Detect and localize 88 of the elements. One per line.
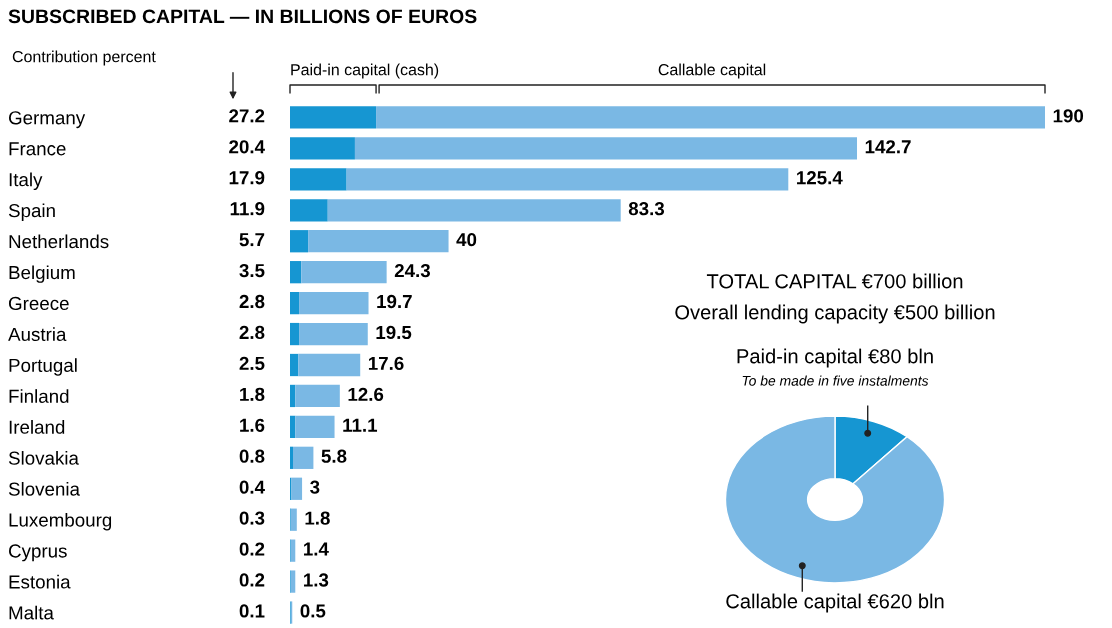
bar <box>290 261 302 284</box>
text: 17.9 <box>229 171 265 185</box>
text: 27.2 <box>229 109 265 123</box>
bar <box>295 415 335 439</box>
bar <box>299 322 368 346</box>
bar <box>290 415 296 439</box>
bar <box>290 570 296 593</box>
y-tick-label: Cyprus <box>9 544 67 562</box>
text: Contribution percent <box>12 50 156 66</box>
y-tick-label: Luxembourg <box>9 512 112 531</box>
series-label: Paid-in capital (cash) <box>291 63 439 79</box>
bar <box>299 291 369 315</box>
bar <box>290 106 377 129</box>
bar <box>295 384 340 408</box>
text: 2.5 <box>239 356 265 371</box>
text: 20.4 <box>229 140 265 154</box>
y-tick-label: Malta <box>9 605 54 620</box>
bar <box>376 106 1045 129</box>
bar <box>290 168 347 191</box>
text: 0.8 <box>239 449 265 463</box>
annotation: 1.3 <box>304 573 329 587</box>
bar <box>290 446 294 469</box>
y-tick-label: Austria <box>8 327 67 342</box>
annotation: To be made in five instalments <box>742 375 929 386</box>
annotation: 0.5 <box>300 604 326 618</box>
chart-title: TOTAL CAPITAL €700 billion <box>706 273 963 289</box>
y-tick-label: Finland <box>9 389 69 403</box>
annotation: 19.5 <box>376 325 412 340</box>
bar <box>327 199 621 222</box>
text: 11.9 <box>230 202 265 216</box>
y-tick-label: Slovenia <box>8 481 80 496</box>
annotation: 83.3 <box>628 202 665 216</box>
bar <box>291 477 303 500</box>
annotation: 3 <box>310 480 320 494</box>
text: 0.3 <box>239 511 265 525</box>
y-tick-label: Ireland <box>9 420 65 434</box>
text: 2.8 <box>239 325 265 340</box>
y-tick-label: Spain <box>8 203 55 221</box>
bar <box>290 322 300 346</box>
bar <box>301 261 387 284</box>
annotation: 17.6 <box>368 356 404 371</box>
y-tick-label: Italy <box>9 172 43 191</box>
annotation: 12.6 <box>348 387 384 401</box>
bar <box>290 384 296 408</box>
text: 2.8 <box>239 294 265 309</box>
text: 5.7 <box>239 233 265 247</box>
series-label: Callable capital <box>658 63 766 79</box>
bar <box>290 353 299 377</box>
text: 1.8 <box>240 387 265 401</box>
bar <box>290 539 296 562</box>
bar <box>298 353 361 377</box>
bar <box>290 508 297 531</box>
y-tick-label: Greece <box>9 296 69 311</box>
chart-subtitle: Overall lending capacity €500 billion <box>675 304 995 324</box>
annotation: 142.7 <box>865 140 911 154</box>
text: 190 <box>1053 109 1084 123</box>
text: 0.2 <box>239 542 265 556</box>
slice-label: Paid-in capital €80 bln <box>737 348 933 368</box>
y-tick-label: Portugal <box>9 358 77 376</box>
text: 1.6 <box>240 418 265 432</box>
y-tick-label: Netherlands <box>9 234 109 249</box>
bar <box>290 199 328 222</box>
y-tick-label: Germany <box>9 111 86 129</box>
bar <box>346 168 789 191</box>
y-tick-label: Belgium <box>9 265 75 283</box>
annotation: 11.1 <box>343 418 378 432</box>
text: 0.4 <box>239 480 265 494</box>
text: 0.2 <box>239 573 265 587</box>
text: 3.5 <box>239 263 265 278</box>
annotation: 125.4 <box>797 171 843 185</box>
annotation: 19.7 <box>377 294 412 309</box>
annotation: 1.8 <box>305 511 330 525</box>
slice-label: Callable capital €620 bln <box>726 593 944 613</box>
bar <box>290 291 300 315</box>
bar <box>308 230 449 253</box>
annotation: 1.4 <box>304 542 329 556</box>
y-tick-label: Slovakia <box>8 451 79 465</box>
annotation: 40 <box>456 232 477 247</box>
chart-title: SUBSCRIBED CAPITAL — IN BILLIONS OF EUROS <box>8 9 477 24</box>
bar <box>290 137 355 160</box>
y-tick-label: France <box>9 142 66 156</box>
annotation: 5.8 <box>321 449 347 463</box>
text: 0.1 <box>239 604 265 618</box>
y-tick-label: Estonia <box>9 574 71 589</box>
annotation: 24.3 <box>394 263 431 278</box>
bar <box>293 446 314 469</box>
bar <box>354 137 857 160</box>
bar <box>290 230 309 253</box>
